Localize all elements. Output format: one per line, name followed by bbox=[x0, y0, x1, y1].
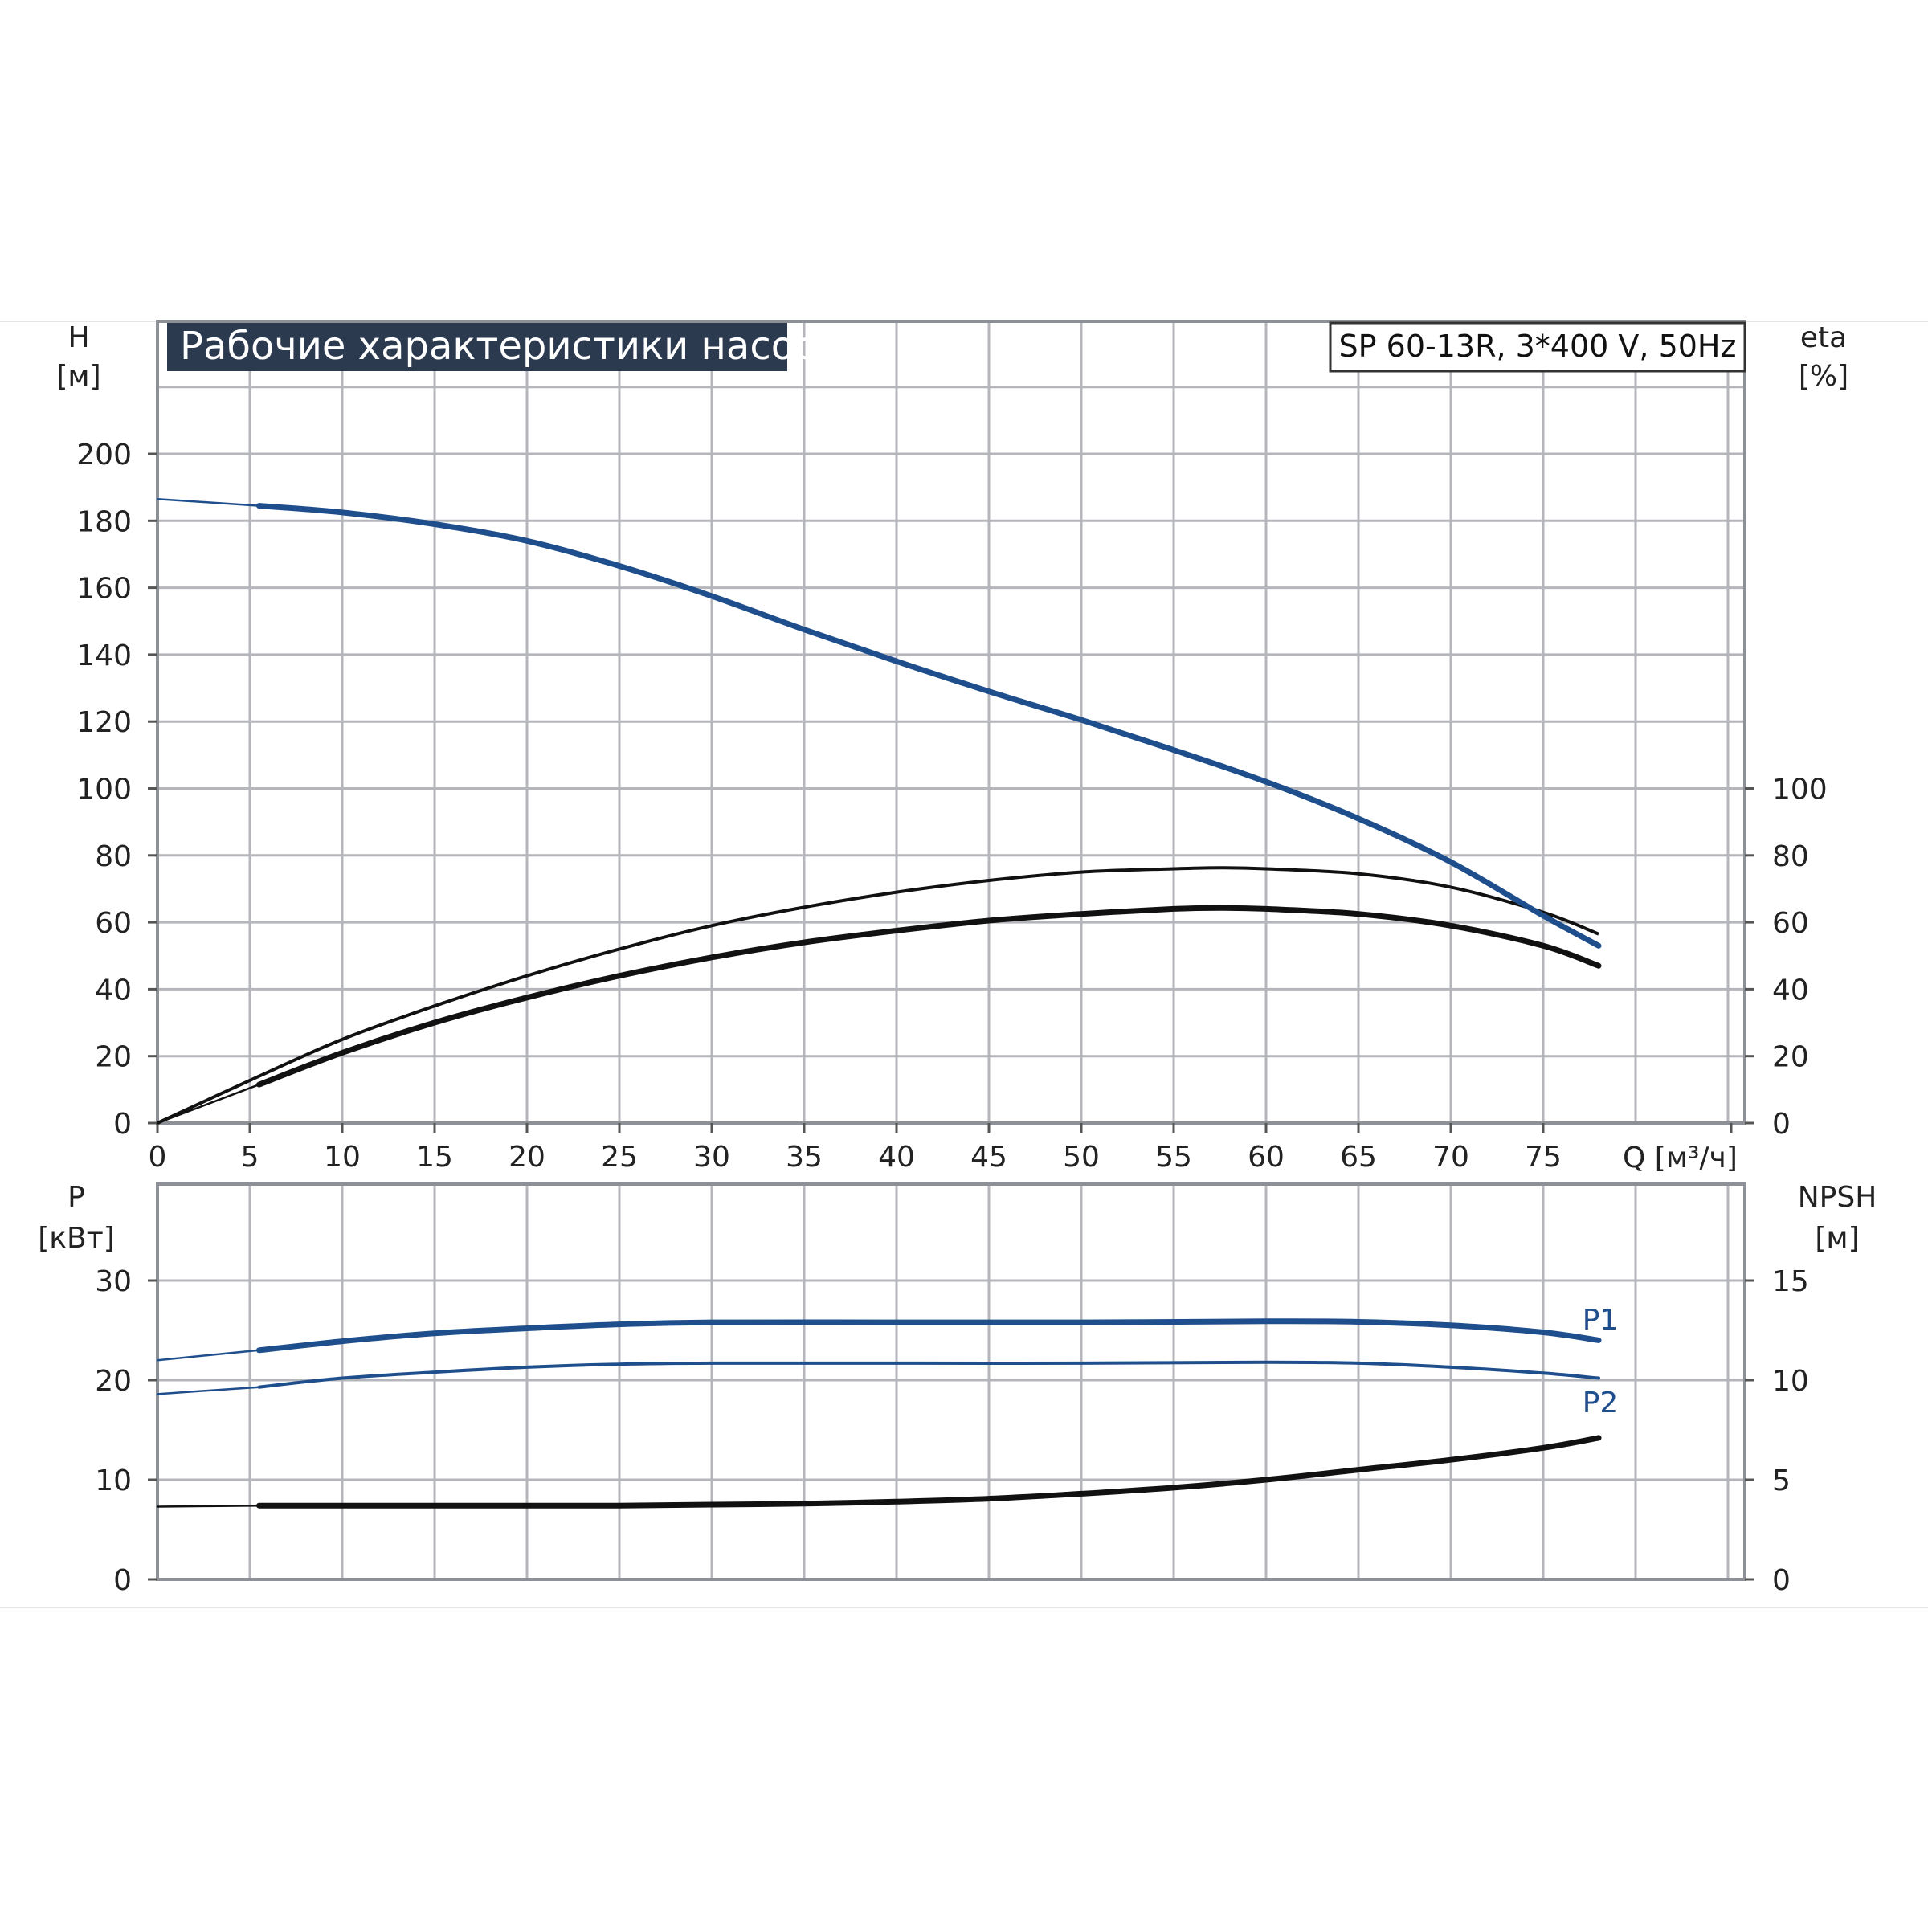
y-left-tick-label: 180 bbox=[76, 505, 132, 538]
top-panel-grid bbox=[156, 320, 1746, 1125]
p2-curve-extension bbox=[156, 1386, 260, 1395]
y-right-tick-label: 15 bbox=[1772, 1265, 1809, 1298]
model-label: SP 60-13R, 3*400 V, 50Hz bbox=[1339, 329, 1737, 364]
y-left-tick-label: 0 bbox=[113, 1564, 132, 1597]
npsh-curve bbox=[256, 1435, 1602, 1509]
y-left-label-top: H bbox=[67, 321, 89, 354]
x-tick-label: 60 bbox=[1248, 1141, 1285, 1174]
x-tick-label: 45 bbox=[970, 1141, 1007, 1174]
y-left-tick-label: 40 bbox=[95, 974, 132, 1007]
series-label-p2: P2 bbox=[1583, 1387, 1619, 1419]
x-tick-label: 15 bbox=[416, 1141, 453, 1174]
x-axis-label: Q [м³/ч] bbox=[1623, 1142, 1738, 1174]
eta-lower-curve-extension bbox=[156, 1083, 260, 1125]
x-tick-label: 40 bbox=[878, 1141, 915, 1174]
y-left-tick-label: 20 bbox=[95, 1365, 132, 1398]
y-left-tick-label: 160 bbox=[76, 573, 132, 606]
y-right-tick-label: 100 bbox=[1772, 774, 1828, 807]
y-right-tick-label: 0 bbox=[1772, 1564, 1791, 1597]
y-left-tick-label: 140 bbox=[76, 639, 132, 672]
y-left-tick-label: 0 bbox=[113, 1108, 132, 1141]
npsh-curve-extension bbox=[156, 1504, 260, 1508]
y-right-label-top: eta bbox=[1800, 321, 1847, 354]
y-right-tick-label: 5 bbox=[1772, 1464, 1791, 1497]
y-left-tick-label: 120 bbox=[76, 706, 132, 739]
y-left-tick-label: 20 bbox=[95, 1041, 132, 1074]
x-tick-label: 50 bbox=[1063, 1141, 1100, 1174]
head-curve-extension bbox=[156, 497, 260, 507]
x-tick-label: 30 bbox=[693, 1141, 730, 1174]
y-right-tick-label: 80 bbox=[1772, 840, 1809, 873]
y-left-tick-label: 60 bbox=[95, 907, 132, 940]
x-tick-label: 75 bbox=[1525, 1141, 1562, 1174]
y-right-tick-label: 10 bbox=[1772, 1365, 1809, 1398]
bottom-panel-grid bbox=[156, 1182, 1746, 1581]
curves bbox=[156, 497, 1602, 1509]
eta-lower-curve bbox=[256, 905, 1602, 1088]
x-tick-label: 55 bbox=[1155, 1141, 1192, 1174]
y-right-label-bottom: NPSH bbox=[1798, 1181, 1877, 1214]
x-tick-label: 5 bbox=[241, 1141, 259, 1174]
y-right-unit-top: [%] bbox=[1799, 360, 1848, 393]
y-right-tick-label: 20 bbox=[1772, 1041, 1809, 1074]
x-tick-label: 65 bbox=[1340, 1141, 1377, 1174]
title-box bbox=[167, 323, 787, 371]
chart-title: Рабочие характеристики насоса bbox=[180, 324, 839, 369]
x-tick-label: 25 bbox=[601, 1141, 638, 1174]
y-left-tick-label: 80 bbox=[95, 840, 132, 873]
p2-curve bbox=[257, 1360, 1600, 1389]
model-box bbox=[1329, 321, 1746, 373]
x-tick-label: 10 bbox=[324, 1141, 361, 1174]
head-curve bbox=[256, 503, 1602, 949]
y-left-tick-label: 200 bbox=[76, 439, 132, 472]
series-label-p1: P1 bbox=[1583, 1304, 1619, 1337]
p1-curve-extension bbox=[156, 1349, 260, 1362]
y-right-tick-label: 0 bbox=[1772, 1108, 1791, 1141]
y-left-unit-top: [м] bbox=[56, 360, 100, 393]
y-left-tick-label: 10 bbox=[95, 1464, 132, 1497]
p1-curve bbox=[256, 1318, 1602, 1354]
x-tick-label: 70 bbox=[1432, 1141, 1469, 1174]
y-right-tick-label: 60 bbox=[1772, 907, 1809, 940]
tick-labels: 0 5 10 15 20 25 30 35 40 45 50 55 60 65 70 750204060801… bbox=[76, 439, 1827, 1597]
y-left-tick-label: 30 bbox=[95, 1265, 132, 1298]
x-tick-label: 0 bbox=[149, 1141, 167, 1174]
y-right-unit-bottom: [м] bbox=[1815, 1222, 1859, 1255]
eta-upper-curve bbox=[157, 866, 1599, 1125]
x-tick-label: 20 bbox=[509, 1141, 545, 1174]
y-left-label-bottom: P bbox=[67, 1181, 85, 1214]
y-left-unit-bottom: [кВт] bbox=[38, 1222, 115, 1255]
plot-frame bbox=[156, 1182, 1746, 1581]
y-left-tick-label: 100 bbox=[76, 774, 132, 807]
y-right-tick-label: 40 bbox=[1772, 974, 1809, 1007]
x-tick-label: 35 bbox=[786, 1141, 823, 1174]
